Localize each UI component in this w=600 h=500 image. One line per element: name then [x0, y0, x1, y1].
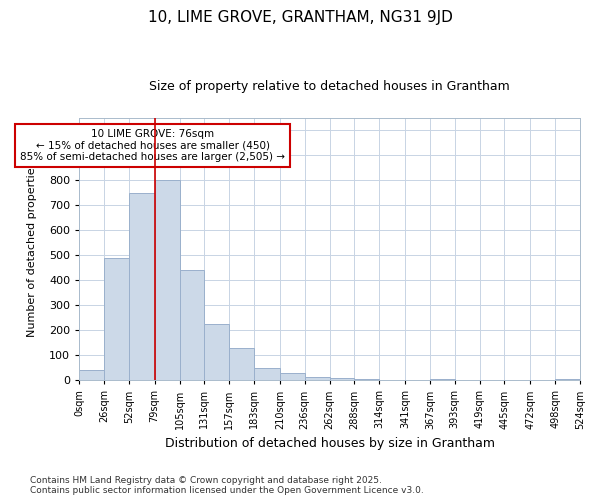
Bar — [305, 376, 329, 380]
Bar — [280, 373, 305, 380]
Bar — [254, 368, 280, 380]
Bar — [555, 379, 580, 380]
Bar — [155, 180, 179, 380]
Text: 10 LIME GROVE: 76sqm
← 15% of detached houses are smaller (450)
85% of semi-deta: 10 LIME GROVE: 76sqm ← 15% of detached h… — [20, 129, 285, 162]
Bar — [79, 370, 104, 380]
Bar — [129, 193, 155, 380]
Bar — [355, 379, 379, 380]
Bar — [229, 348, 254, 380]
Bar — [104, 258, 129, 380]
X-axis label: Distribution of detached houses by size in Grantham: Distribution of detached houses by size … — [164, 437, 494, 450]
Bar — [430, 379, 455, 380]
Text: Contains HM Land Registry data © Crown copyright and database right 2025.
Contai: Contains HM Land Registry data © Crown c… — [30, 476, 424, 495]
Title: Size of property relative to detached houses in Grantham: Size of property relative to detached ho… — [149, 80, 510, 93]
Bar — [179, 270, 205, 380]
Y-axis label: Number of detached properties: Number of detached properties — [26, 162, 37, 336]
Text: 10, LIME GROVE, GRANTHAM, NG31 9JD: 10, LIME GROVE, GRANTHAM, NG31 9JD — [148, 10, 452, 25]
Bar — [205, 324, 229, 380]
Bar — [329, 378, 355, 380]
